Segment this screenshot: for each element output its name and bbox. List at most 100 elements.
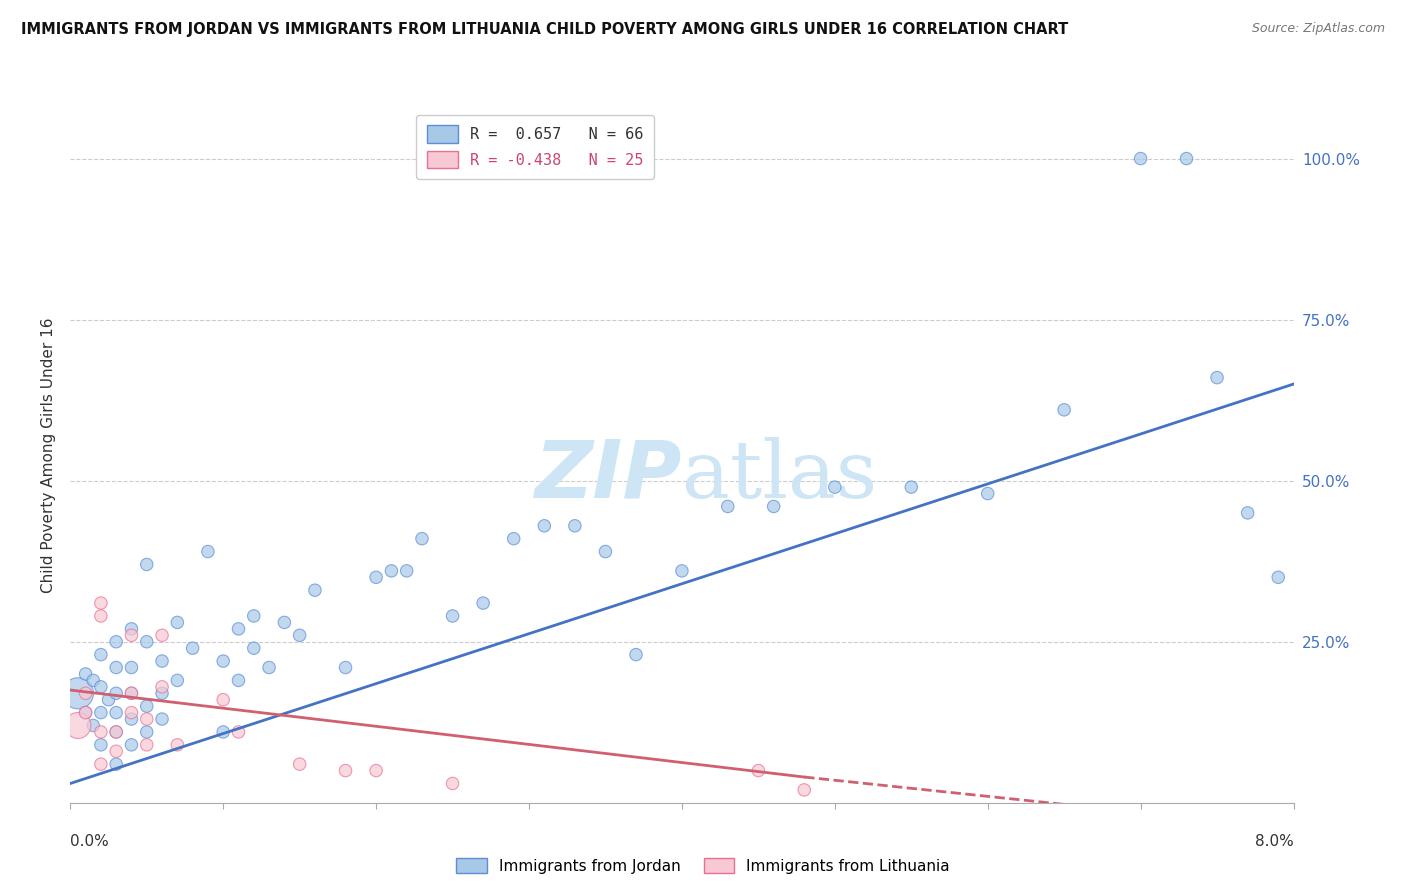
Point bbox=[121, 706, 143, 720]
Point bbox=[75, 686, 97, 700]
Point bbox=[75, 706, 97, 720]
Point bbox=[380, 564, 402, 578]
Point bbox=[411, 532, 433, 546]
Point bbox=[66, 686, 89, 700]
Point bbox=[793, 783, 815, 797]
Point bbox=[502, 532, 524, 546]
Point bbox=[273, 615, 295, 630]
Point bbox=[181, 641, 204, 656]
Point bbox=[166, 673, 188, 688]
Point bbox=[97, 692, 120, 706]
Point bbox=[228, 725, 250, 739]
Point bbox=[1175, 152, 1198, 166]
Point bbox=[105, 757, 128, 772]
Point bbox=[90, 596, 112, 610]
Point bbox=[671, 564, 693, 578]
Point bbox=[335, 764, 357, 778]
Point bbox=[472, 596, 495, 610]
Point bbox=[150, 654, 173, 668]
Point bbox=[150, 680, 173, 694]
Point bbox=[1236, 506, 1258, 520]
Point bbox=[366, 764, 388, 778]
Point bbox=[624, 648, 647, 662]
Point bbox=[1206, 370, 1229, 384]
Point bbox=[105, 686, 128, 700]
Point bbox=[82, 718, 104, 732]
Text: IMMIGRANTS FROM JORDAN VS IMMIGRANTS FROM LITHUANIA CHILD POVERTY AMONG GIRLS UN: IMMIGRANTS FROM JORDAN VS IMMIGRANTS FRO… bbox=[21, 22, 1069, 37]
Point bbox=[90, 609, 112, 624]
Point bbox=[135, 634, 157, 648]
Point bbox=[441, 776, 464, 790]
Point bbox=[135, 699, 157, 714]
Point bbox=[150, 712, 173, 726]
Point bbox=[135, 738, 157, 752]
Point bbox=[212, 654, 235, 668]
Point bbox=[121, 660, 143, 674]
Point bbox=[197, 544, 219, 558]
Point bbox=[228, 673, 250, 688]
Point bbox=[395, 564, 418, 578]
Point bbox=[595, 544, 617, 558]
Point bbox=[105, 660, 128, 674]
Point bbox=[150, 686, 173, 700]
Legend: R =  0.657   N = 66, R = -0.438   N = 25: R = 0.657 N = 66, R = -0.438 N = 25 bbox=[416, 115, 654, 179]
Point bbox=[212, 725, 235, 739]
Point bbox=[66, 718, 89, 732]
Text: 8.0%: 8.0% bbox=[1254, 834, 1294, 849]
Point bbox=[762, 500, 785, 514]
Text: atlas: atlas bbox=[682, 437, 877, 515]
Text: ZIP: ZIP bbox=[534, 437, 682, 515]
Point bbox=[90, 648, 112, 662]
Point bbox=[121, 686, 143, 700]
Point bbox=[75, 667, 97, 681]
Point bbox=[1267, 570, 1289, 584]
Point bbox=[90, 738, 112, 752]
Text: 0.0%: 0.0% bbox=[70, 834, 110, 849]
Point bbox=[105, 706, 128, 720]
Point bbox=[75, 706, 97, 720]
Point bbox=[335, 660, 357, 674]
Point bbox=[243, 641, 266, 656]
Point bbox=[1053, 402, 1076, 417]
Point bbox=[747, 764, 769, 778]
Point bbox=[82, 673, 104, 688]
Point bbox=[257, 660, 280, 674]
Point bbox=[90, 680, 112, 694]
Point bbox=[288, 757, 311, 772]
Point bbox=[366, 570, 388, 584]
Point bbox=[121, 622, 143, 636]
Point bbox=[105, 744, 128, 758]
Point bbox=[105, 634, 128, 648]
Point bbox=[1129, 152, 1152, 166]
Point bbox=[212, 692, 235, 706]
Point bbox=[166, 738, 188, 752]
Legend: Immigrants from Jordan, Immigrants from Lithuania: Immigrants from Jordan, Immigrants from … bbox=[450, 852, 956, 880]
Point bbox=[243, 609, 266, 624]
Point bbox=[121, 628, 143, 642]
Text: Source: ZipAtlas.com: Source: ZipAtlas.com bbox=[1251, 22, 1385, 36]
Point bbox=[90, 706, 112, 720]
Point bbox=[135, 725, 157, 739]
Point bbox=[441, 609, 464, 624]
Point bbox=[564, 518, 586, 533]
Point bbox=[166, 615, 188, 630]
Y-axis label: Child Poverty Among Girls Under 16: Child Poverty Among Girls Under 16 bbox=[41, 318, 56, 592]
Point bbox=[135, 558, 157, 572]
Point bbox=[288, 628, 311, 642]
Point bbox=[824, 480, 846, 494]
Point bbox=[90, 757, 112, 772]
Point bbox=[717, 500, 740, 514]
Point bbox=[304, 583, 326, 598]
Point bbox=[105, 725, 128, 739]
Point bbox=[150, 628, 173, 642]
Point bbox=[121, 738, 143, 752]
Point bbox=[976, 486, 998, 500]
Point bbox=[105, 725, 128, 739]
Point bbox=[228, 622, 250, 636]
Point bbox=[900, 480, 922, 494]
Point bbox=[121, 712, 143, 726]
Point bbox=[533, 518, 555, 533]
Point bbox=[121, 686, 143, 700]
Point bbox=[135, 712, 157, 726]
Point bbox=[90, 725, 112, 739]
